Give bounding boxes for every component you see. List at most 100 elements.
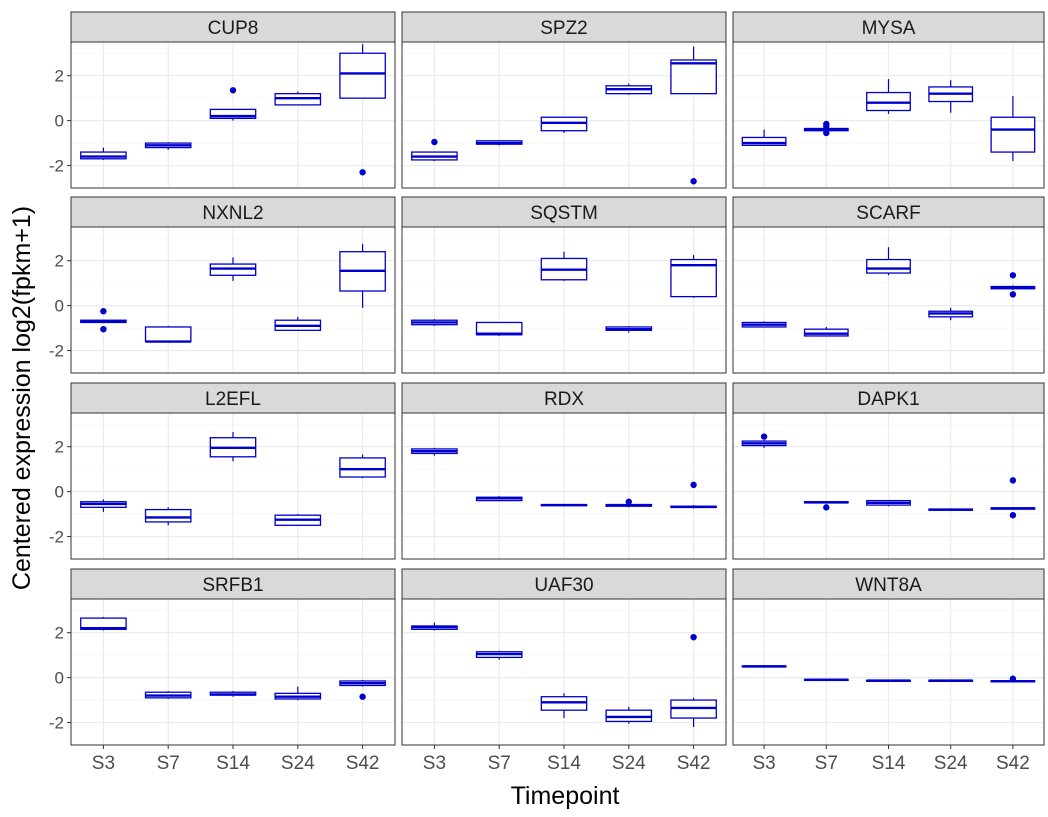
x-axis-title: Timepoint: [511, 782, 620, 810]
box-s3: [80, 499, 127, 512]
panel-border: [732, 412, 1045, 560]
box-s14: [540, 116, 588, 133]
box-iqr: [990, 116, 1036, 153]
outlier-point: [100, 326, 107, 333]
box-s7: [475, 321, 523, 336]
facet-strip-label: UAF30: [534, 575, 593, 596]
panel-border: [401, 412, 727, 560]
box-s3: [80, 308, 127, 333]
box-s24: [928, 508, 974, 511]
facet-strip: [70, 382, 396, 414]
box-s42: [670, 255, 717, 298]
x-tick-label: S7: [488, 753, 511, 774]
facet-panel-srfb1: SRFB1: [70, 568, 396, 746]
y-axis-ticks: -2 0 2 -2 0 2 -2 0 2 -2 0 2: [49, 67, 71, 733]
box-iqr: [741, 136, 787, 146]
y-tick-label: 2: [55, 67, 64, 86]
x-tick-label: S14: [216, 753, 250, 774]
box-iqr: [144, 508, 192, 523]
box-s3: [411, 319, 458, 326]
y-tick-label: 0: [55, 483, 64, 502]
box-iqr: [670, 59, 717, 95]
y-tick-label: -2: [49, 157, 64, 176]
outlier-point: [100, 308, 107, 315]
box-s7: [144, 691, 192, 699]
box-s42: [990, 272, 1036, 298]
box-iqr: [866, 258, 911, 274]
facet-strip-label: RDX: [544, 389, 584, 410]
facet-strip-label: SPZ2: [540, 18, 588, 39]
panel-border: [70, 226, 396, 374]
facet-panel-nxnl2: NXNL2: [70, 196, 396, 374]
box-s14: [540, 503, 588, 507]
outlier-point: [760, 433, 768, 440]
box-s3: [741, 665, 787, 668]
facet-strip-label: CUP8: [208, 18, 259, 39]
outlier-point: [1009, 512, 1017, 519]
outlier-point: [823, 129, 830, 137]
box-s14: [866, 679, 911, 682]
box-s24: [274, 91, 322, 106]
x-axis-ticks: S3 S7 S14 S24 S42 S3 S7 S14 S24 S42 S3 S7 S14 S24 S42: [92, 745, 1030, 774]
box-s7: [803, 501, 849, 511]
box-s42: [670, 46, 717, 185]
facet-strip: [732, 382, 1045, 414]
x-tick-label: S42: [677, 753, 711, 774]
box-s24: [605, 706, 653, 724]
outlier-point: [359, 169, 366, 176]
box-s42: [670, 481, 717, 509]
box-s7: [144, 507, 192, 526]
box-s3: [741, 321, 787, 328]
facet-panel-sqstm: SQSTM: [401, 196, 727, 374]
x-tick-label: S14: [872, 753, 906, 774]
outlier-point: [823, 123, 830, 130]
box-s14: [209, 432, 257, 462]
x-tick-label: S24: [281, 753, 315, 774]
box-s14: [866, 79, 911, 114]
facet-strip: [401, 382, 727, 414]
box-s7: [475, 496, 523, 502]
box-iqr: [339, 52, 386, 99]
x-tick-label: S42: [996, 753, 1030, 774]
box-s3: [411, 447, 458, 456]
x-tick-label: S3: [752, 753, 775, 774]
box-iqr: [209, 108, 257, 120]
box-s7: [475, 140, 523, 146]
outlier-point: [690, 178, 697, 185]
facet-strip-label: MYSA: [862, 18, 916, 39]
panel-border: [732, 226, 1045, 374]
box-s7: [803, 678, 849, 682]
facet-panel-l2efl: L2EFL: [70, 382, 396, 560]
facet-panel-wnt8a: WNT8A: [732, 568, 1045, 746]
box-s42: [339, 243, 386, 308]
x-tick-label: S7: [157, 753, 180, 774]
facet-strip: [732, 196, 1045, 228]
outlier-point: [229, 87, 237, 94]
y-axis-title: Centered expression log2(fpkm+1): [8, 206, 36, 590]
outlier-point: [690, 481, 697, 489]
box-s3: [411, 138, 458, 162]
x-tick-label: S24: [934, 753, 968, 774]
outlier-point: [823, 504, 830, 511]
facet-strip-label: SCARF: [856, 203, 920, 224]
box-s14: [209, 691, 257, 697]
box-s24: [274, 686, 322, 701]
box-s24: [274, 316, 322, 331]
panel-border: [70, 41, 396, 189]
facet-strip: [70, 11, 396, 43]
box-s14: [209, 257, 257, 281]
facet-strip-label: DAPK1: [857, 389, 919, 410]
box-s24: [928, 679, 974, 682]
box-s42: [990, 675, 1036, 683]
y-tick-label: 2: [55, 624, 64, 643]
box-s42: [670, 633, 717, 728]
box-s14: [209, 87, 257, 121]
facet-panel-dapk1: DAPK1: [732, 382, 1045, 560]
x-tick-label: S7: [815, 753, 838, 774]
y-tick-label: -2: [49, 528, 64, 547]
box-s14: [540, 693, 588, 719]
box-s3: [411, 622, 458, 631]
outlier-point: [1009, 291, 1017, 298]
box-s3: [741, 433, 787, 448]
